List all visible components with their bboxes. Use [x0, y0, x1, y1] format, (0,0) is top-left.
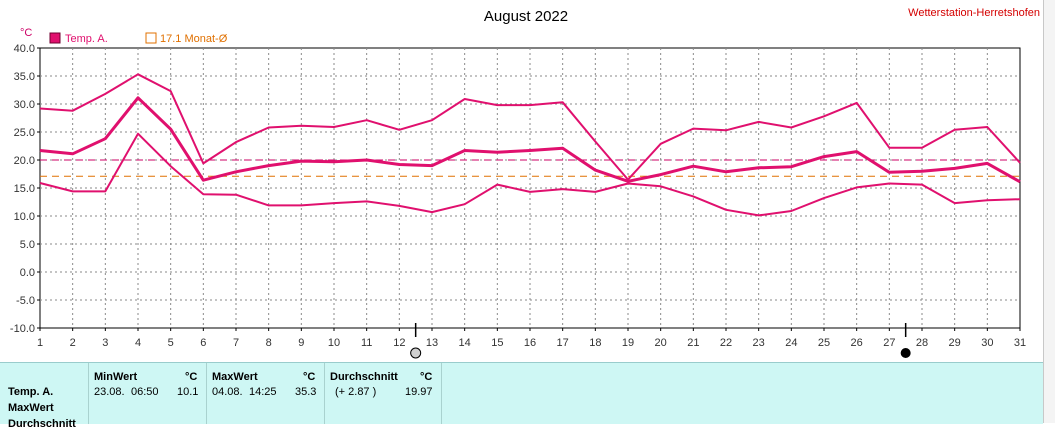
x-tick-label: 25 — [818, 337, 830, 349]
x-tick-label: 4 — [135, 337, 141, 349]
x-tick-label: 15 — [491, 337, 503, 349]
temperature-chart: August 2022 Wetterstation-Herretshofen T… — [10, 7, 1040, 359]
y-tick-label: 40.0 — [14, 43, 35, 55]
x-tick-label: 6 — [200, 337, 206, 349]
x-tick-label: 30 — [981, 337, 993, 349]
stats-average-column: Durchschnitt °C (+ 2.87 ) 19.97 — [325, 363, 442, 424]
x-tick-label: 18 — [589, 337, 601, 349]
stats-row-label-max: MaxWert — [8, 402, 54, 414]
stats-max-unit: °C — [303, 371, 316, 383]
x-tick-label: 13 — [426, 337, 438, 349]
x-tick-label: 21 — [687, 337, 699, 349]
x-tick-label: 28 — [916, 337, 928, 349]
x-tick-label: 8 — [266, 337, 272, 349]
x-tick-label: 19 — [622, 337, 634, 349]
stats-label-column: Temp. A. MaxWert Durchschnitt — [0, 363, 89, 430]
x-tick-label: 9 — [298, 337, 304, 349]
x-tick-label: 3 — [102, 337, 108, 349]
stats-min-date: 23.08. — [94, 386, 125, 398]
y-tick-label: 15.0 — [14, 183, 35, 195]
series-lines — [39, 73, 1021, 217]
legend-label-temp: Temp. A. — [65, 33, 108, 45]
x-tick-label: 27 — [883, 337, 895, 349]
x-tick-label: 1 — [37, 337, 43, 349]
y-tick-label: -10.0 — [10, 323, 35, 335]
stats-row-label-average: Durchschnitt — [8, 418, 76, 430]
new-moon-icon — [900, 348, 911, 358]
x-tick-label: 5 — [168, 337, 174, 349]
reference-lines — [40, 159, 1020, 177]
x-tick-label: 23 — [753, 337, 765, 349]
stats-max-header: MaxWert — [212, 371, 258, 383]
series-line-mean — [39, 96, 1021, 184]
x-tick-label: 10 — [328, 337, 340, 349]
statistics-panel: Temp. A. MaxWert Durchschnitt MinWert °C… — [0, 362, 1043, 430]
y-tick-label: -5.0 — [16, 295, 35, 307]
legend-swatch-average — [145, 32, 157, 44]
x-tick-label: 17 — [557, 337, 569, 349]
x-tick-label: 2 — [70, 337, 76, 349]
stats-min-value: 10.1 — [177, 386, 199, 398]
x-tick-label: 20 — [655, 337, 667, 349]
stats-average-value: 19.97 — [405, 386, 433, 398]
x-axis-ticks: 1 2 3 4 5 6 7 8 9 10 11 12 13 14 15 16 17 18 19 20 21 22 23 24 2… — [37, 328, 1026, 349]
y-unit-label: °C — [20, 27, 32, 39]
right-scrollbar[interactable] — [1043, 0, 1055, 423]
y-tick-label: 30.0 — [14, 99, 35, 111]
series-line-max — [39, 73, 1021, 181]
x-tick-label: 24 — [785, 337, 797, 349]
y-axis-ticks: 40.0 35.0 30.0 25.0 20.0 15.0 10.0 5.0 0.0 -5.0 -1… — [10, 43, 40, 335]
legend-label-average: 17.1 Monat-Ø — [160, 33, 228, 45]
x-tick-label: 22 — [720, 337, 732, 349]
x-tick-label: 11 — [361, 337, 372, 349]
legend-swatch-temp — [49, 32, 61, 44]
y-tick-label: 20.0 — [14, 155, 35, 167]
moon-markers — [410, 323, 911, 359]
full-moon-icon — [410, 347, 422, 359]
stats-max-date: 04.08. — [212, 386, 243, 398]
stats-min-header: MinWert — [94, 371, 138, 383]
stats-max-value: 35.3 — [295, 386, 317, 398]
stats-average-delta: (+ 2.87 ) — [335, 386, 377, 398]
stats-average-header: Durchschnitt — [330, 371, 398, 383]
x-tick-label: 16 — [524, 337, 536, 349]
stats-min-time: 06:50 — [131, 386, 159, 398]
stats-row-label-temp: Temp. A. — [8, 386, 54, 398]
chart-title: August 2022 — [484, 8, 568, 25]
x-tick-label: 14 — [459, 337, 471, 349]
y-tick-label: 0.0 — [20, 267, 35, 279]
y-tick-label: 25.0 — [14, 127, 35, 139]
x-tick-label: 7 — [233, 337, 239, 349]
stats-min-column: MinWert °C 23.08. 06:50 10.1 — [89, 363, 207, 424]
series-line-min — [39, 132, 1021, 217]
station-name: Wetterstation-Herretshofen — [908, 7, 1040, 19]
y-tick-label: 5.0 — [20, 239, 35, 251]
x-tick-label: 31 — [1014, 337, 1026, 349]
x-tick-label: 12 — [393, 337, 405, 349]
stats-average-unit: °C — [420, 371, 433, 383]
x-tick-label: 26 — [851, 337, 863, 349]
y-tick-label: 35.0 — [14, 71, 35, 83]
y-tick-label: 10.0 — [14, 211, 35, 223]
stats-min-unit: °C — [185, 371, 198, 383]
stats-max-time: 14:25 — [249, 386, 277, 398]
stats-max-column: MaxWert °C 04.08. 14:25 35.3 — [207, 363, 325, 424]
x-tick-label: 29 — [949, 337, 961, 349]
